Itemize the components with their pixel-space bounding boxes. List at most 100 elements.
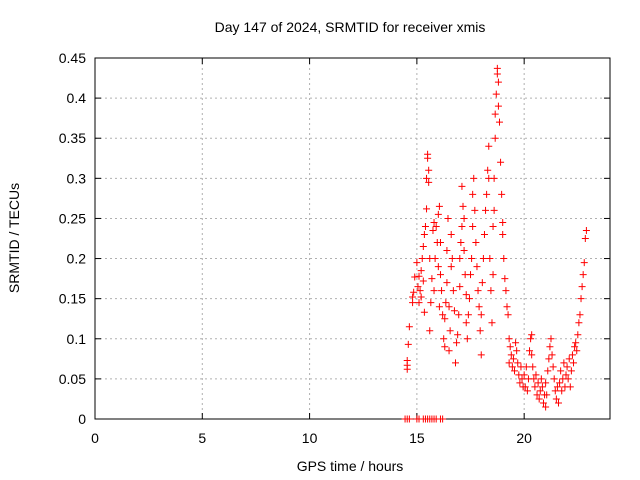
data-point — [528, 351, 536, 359]
data-point — [533, 391, 541, 399]
data-point — [476, 327, 484, 335]
data-point — [490, 206, 498, 214]
data-point — [582, 226, 590, 234]
data-point — [512, 339, 520, 347]
data-point — [529, 363, 537, 371]
data-point — [572, 339, 580, 347]
data-point — [553, 383, 561, 391]
data-point — [424, 154, 432, 162]
data-point — [416, 287, 424, 295]
y-tick-label: 0.05 — [59, 371, 86, 387]
x-axis-label: GPS time / hours — [297, 458, 404, 474]
data-point — [435, 303, 443, 311]
data-point — [468, 255, 476, 263]
data-point — [430, 218, 438, 226]
data-point — [415, 299, 423, 307]
y-tick-label: 0.15 — [59, 291, 86, 307]
data-point — [478, 279, 486, 287]
data-point — [441, 343, 449, 351]
y-tick-label: 0 — [78, 411, 86, 427]
data-point — [425, 166, 433, 174]
data-point — [558, 387, 566, 395]
data-point — [509, 355, 517, 363]
data-point — [551, 387, 559, 395]
plot-frame — [94, 57, 611, 420]
data-point — [403, 356, 411, 364]
data-point — [526, 347, 534, 355]
data-point — [560, 359, 568, 367]
data-point — [441, 315, 449, 323]
data-point — [440, 335, 448, 343]
data-point — [458, 182, 466, 190]
data-point — [471, 206, 479, 214]
data-point — [426, 327, 434, 335]
data-point — [506, 343, 514, 351]
data-point — [518, 375, 526, 383]
data-point — [523, 387, 531, 395]
data-point — [458, 222, 466, 230]
data-point — [431, 255, 439, 263]
y-tick-label: 0.4 — [67, 90, 87, 106]
data-point — [442, 299, 450, 307]
data-point — [421, 222, 429, 230]
data-point — [511, 367, 519, 375]
data-point — [465, 295, 473, 303]
data-point — [414, 283, 422, 291]
data-point — [457, 239, 465, 247]
data-point — [577, 295, 585, 303]
data-point — [571, 343, 579, 351]
data-point — [450, 307, 458, 315]
data-point — [491, 110, 499, 118]
data-point — [470, 174, 478, 182]
data-point — [563, 363, 571, 371]
data-point — [538, 383, 546, 391]
data-point — [542, 379, 550, 387]
y-axis-label: SRMTID / TECUs — [6, 183, 22, 293]
data-point — [453, 339, 461, 347]
data-point — [547, 335, 555, 343]
data-point — [452, 359, 459, 367]
data-point — [432, 222, 440, 230]
data-point — [566, 383, 574, 391]
data-point — [449, 287, 457, 295]
data-point — [543, 391, 551, 399]
y-tick-label: 0.45 — [59, 50, 86, 66]
data-point — [405, 323, 413, 331]
data-point — [486, 255, 494, 263]
data-point — [444, 214, 452, 222]
data-point — [489, 222, 497, 230]
data-point — [539, 399, 547, 407]
data-point — [423, 205, 431, 213]
data-point — [415, 272, 423, 280]
data-point — [574, 331, 582, 339]
data-point — [516, 379, 524, 387]
data-point — [581, 235, 589, 242]
data-point — [532, 371, 540, 379]
data-point — [521, 383, 529, 391]
data-point — [474, 287, 482, 295]
data-point — [417, 293, 425, 301]
data-point — [479, 255, 487, 263]
data-point — [475, 303, 483, 311]
data-point — [428, 275, 436, 283]
data-point — [448, 255, 456, 263]
data-point — [505, 359, 513, 367]
data-point — [497, 158, 505, 166]
data-point — [420, 230, 428, 238]
data-point — [513, 347, 521, 355]
data-point — [555, 399, 562, 407]
data-point — [456, 283, 464, 291]
y-tick-label: 0.25 — [59, 210, 86, 226]
data-point — [456, 255, 464, 263]
data-point — [503, 303, 511, 311]
x-tick-label: 15 — [409, 430, 425, 446]
data-point — [434, 210, 442, 218]
data-point — [491, 134, 499, 142]
y-tick-label: 0.2 — [67, 251, 87, 267]
data-point — [514, 359, 522, 367]
data-point — [508, 363, 516, 371]
data-point — [404, 340, 412, 348]
data-point — [531, 383, 539, 391]
data-point — [580, 259, 588, 267]
data-point — [546, 343, 554, 351]
